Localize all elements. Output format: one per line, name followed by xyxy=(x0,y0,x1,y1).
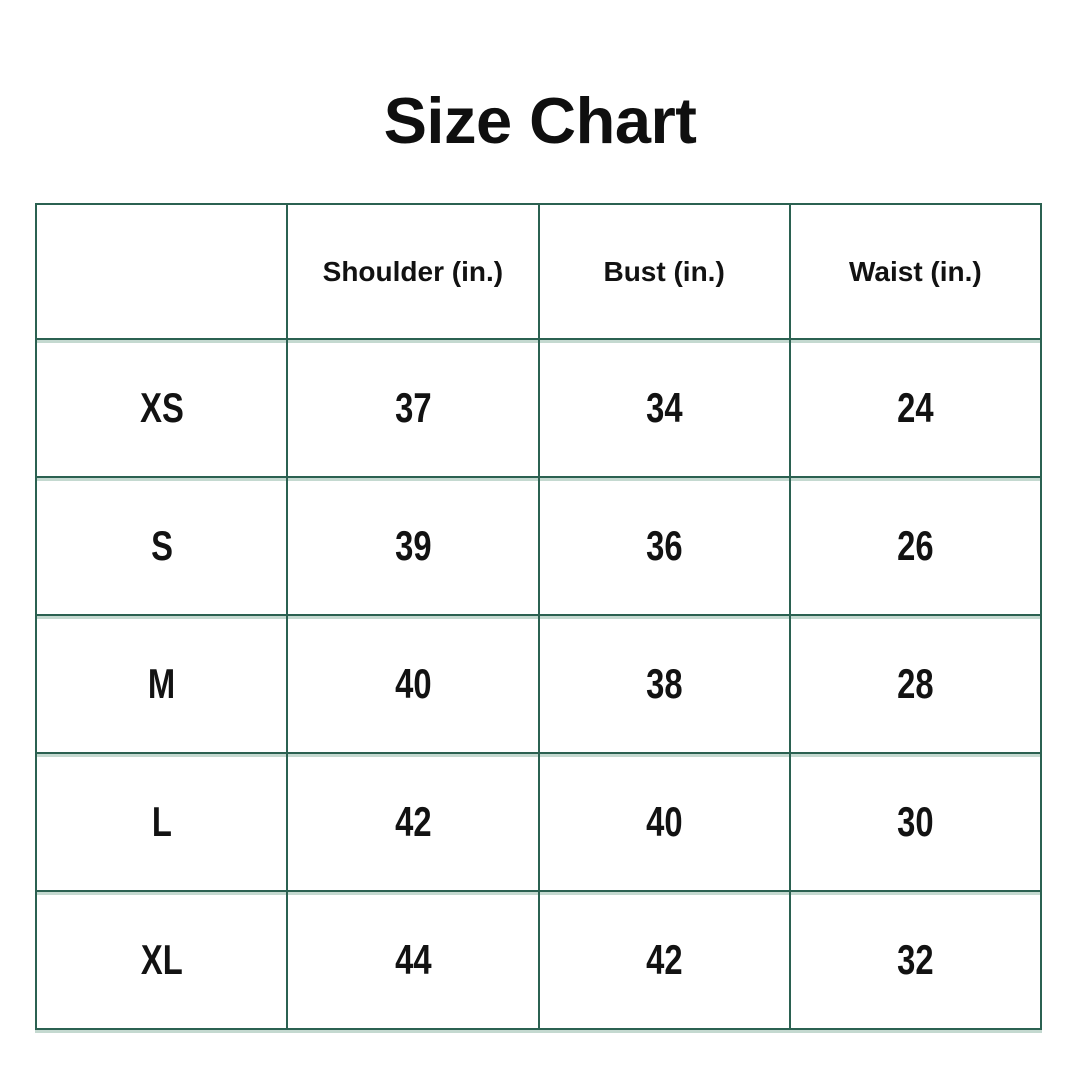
measurement-value-bust: 40 xyxy=(539,754,791,892)
measurement-value-waist: 32 xyxy=(790,892,1042,1030)
measurement-text: 40 xyxy=(394,660,432,707)
size-chart-table: Shoulder (in.) Bust (in.) Waist (in.) XS… xyxy=(35,203,1042,1030)
measurement-text: 34 xyxy=(645,384,683,431)
measurement-value-shoulder: 42 xyxy=(288,754,540,892)
measurement-text: 26 xyxy=(897,522,934,569)
size-label-text: S xyxy=(150,522,173,569)
measurement-text: 36 xyxy=(645,522,683,569)
measurement-text: 39 xyxy=(394,522,432,569)
size-label-text: XL xyxy=(140,936,183,983)
measurement-value-waist: 24 xyxy=(790,340,1042,478)
corner-empty-cell xyxy=(37,205,289,340)
measurement-value-waist: 30 xyxy=(790,754,1042,892)
size-label-text: M xyxy=(147,660,176,707)
table-row-l: L 42 40 30 xyxy=(37,754,1042,892)
measurement-value-bust: 38 xyxy=(539,616,791,754)
table-row-xs: XS 37 34 24 xyxy=(37,340,1042,478)
measurement-text: 24 xyxy=(897,384,934,431)
measurement-text: 38 xyxy=(645,660,683,707)
header-row: Shoulder (in.) Bust (in.) Waist (in.) xyxy=(37,205,1042,340)
measurement-text: 32 xyxy=(897,936,934,983)
measurement-value-waist: 28 xyxy=(790,616,1042,754)
table-row-s: S 39 36 26 xyxy=(37,478,1042,616)
size-label: XL xyxy=(37,892,289,1030)
measurement-value-bust: 34 xyxy=(539,340,791,478)
column-header-shoulder: Shoulder (in.) xyxy=(288,205,540,340)
column-header-waist: Waist (in.) xyxy=(790,205,1042,340)
size-label-text: L xyxy=(151,798,172,845)
size-label: XS xyxy=(37,340,289,478)
measurement-text: 42 xyxy=(394,798,432,845)
measurement-value-shoulder: 44 xyxy=(288,892,540,1030)
measurement-text: 42 xyxy=(645,936,683,983)
size-label-text: XS xyxy=(139,384,184,431)
measurement-text: 40 xyxy=(645,798,683,845)
measurement-value-shoulder: 37 xyxy=(288,340,540,478)
column-header-bust: Bust (in.) xyxy=(539,205,791,340)
size-label: M xyxy=(37,616,289,754)
measurement-value-shoulder: 40 xyxy=(288,616,540,754)
measurement-value-bust: 42 xyxy=(539,892,791,1030)
measurement-value-shoulder: 39 xyxy=(288,478,540,616)
measurement-text: 37 xyxy=(394,384,432,431)
size-label: L xyxy=(37,754,289,892)
table-header: Shoulder (in.) Bust (in.) Waist (in.) xyxy=(37,205,1042,340)
table-body: XS 37 34 24 S 39 36 26 M 40 38 28 L 42 4… xyxy=(37,340,1042,1030)
table-row-m: M 40 38 28 xyxy=(37,616,1042,754)
measurement-value-waist: 26 xyxy=(790,478,1042,616)
measurement-text: 30 xyxy=(897,798,934,845)
measurement-text: 28 xyxy=(897,660,934,707)
measurement-text: 44 xyxy=(394,936,432,983)
size-label: S xyxy=(37,478,289,616)
page-title: Size Chart xyxy=(383,84,697,157)
table-row-xl: XL 44 42 32 xyxy=(37,892,1042,1030)
measurement-value-bust: 36 xyxy=(539,478,791,616)
